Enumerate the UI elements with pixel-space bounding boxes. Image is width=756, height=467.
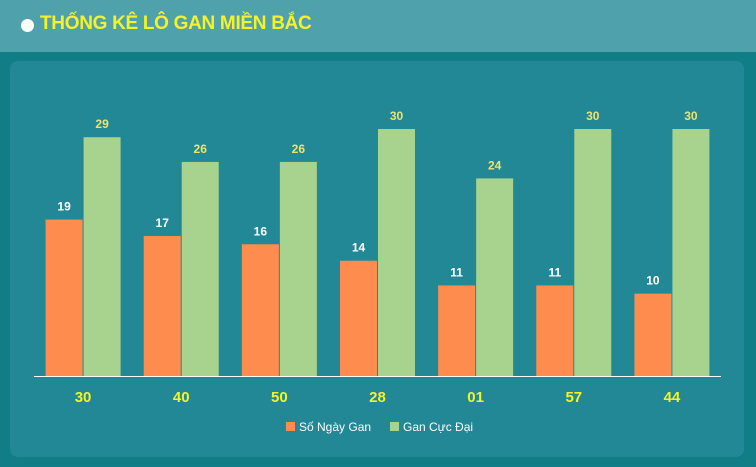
data-label: 10	[646, 274, 660, 288]
category-label: 30	[75, 389, 92, 406]
data-label: 11	[450, 265, 463, 279]
data-label: 26	[292, 142, 306, 156]
data-label: 19	[57, 200, 71, 214]
data-label: 17	[156, 216, 170, 230]
category-label: 40	[173, 389, 190, 406]
data-label: 30	[586, 109, 600, 123]
data-label: 24	[488, 158, 502, 172]
bar-2-30	[83, 137, 121, 376]
bar-1-57	[536, 285, 574, 376]
page-title: THỐNG KÊ LÔ GAN MIỀN BẮC	[40, 13, 312, 34]
category-label: 01	[467, 389, 484, 406]
legend-label-1: Số Ngày Gan	[299, 420, 371, 434]
category-label: 57	[565, 389, 582, 406]
bar-1-28	[340, 260, 377, 376]
bar-2-50	[279, 161, 317, 376]
data-label: 16	[254, 224, 268, 238]
bar-1-40	[143, 236, 181, 376]
legend-swatch-1	[286, 422, 295, 431]
category-label: 50	[271, 389, 288, 406]
bar-1-30	[45, 219, 83, 376]
chart-panel	[10, 61, 744, 457]
legend-label-2: Gan Cực Đại	[403, 420, 473, 434]
data-label: 29	[95, 117, 109, 131]
data-label: 30	[684, 109, 698, 123]
bar-2-44	[672, 129, 710, 376]
bullet-dot-icon	[21, 19, 34, 32]
bar-2-40	[181, 161, 219, 376]
bar-1-01	[438, 285, 476, 376]
bar-1-50	[241, 244, 279, 376]
legend-swatch-2	[390, 422, 399, 431]
category-label: 44	[664, 389, 681, 406]
bar-2-01	[476, 178, 514, 376]
bar-2-57	[574, 129, 612, 376]
category-label: 28	[369, 389, 386, 406]
data-label: 30	[390, 109, 404, 123]
data-label: 14	[352, 241, 366, 255]
data-label: 11	[548, 265, 561, 279]
data-label: 26	[194, 142, 208, 156]
bar-1-44	[634, 293, 672, 376]
bar-2-28	[378, 129, 415, 376]
header-bar: THỐNG KÊ LÔ GAN MIỀN BẮC	[0, 0, 756, 52]
